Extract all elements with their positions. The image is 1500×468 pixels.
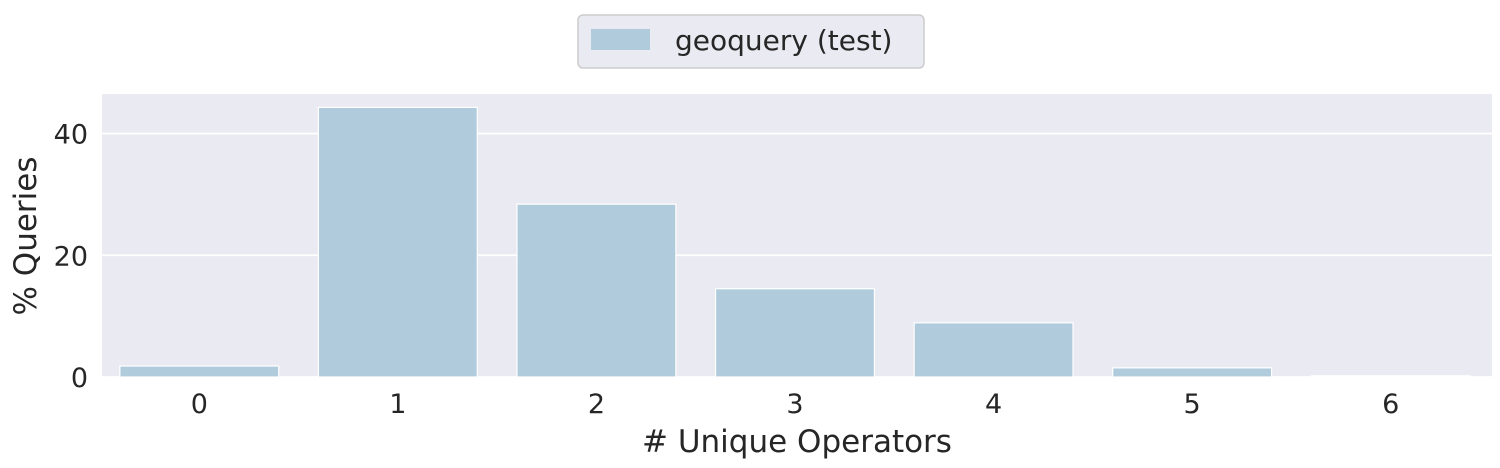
x-tick-labels: 0 1 2 3 4 5 6 bbox=[191, 389, 1400, 420]
y-tick-labels: 0 20 40 bbox=[54, 120, 88, 394]
x-tick-label: 3 bbox=[786, 389, 803, 420]
x-axis-label: # Unique Operators bbox=[642, 424, 952, 460]
bar-4 bbox=[913, 322, 1074, 378]
bar-3 bbox=[714, 288, 876, 378]
y-tick-label: 20 bbox=[54, 241, 88, 272]
bar-6 bbox=[1310, 375, 1471, 378]
legend-frame bbox=[577, 14, 925, 69]
y-tick-label: 0 bbox=[71, 363, 88, 394]
x-tick-label: 1 bbox=[389, 389, 406, 420]
bars bbox=[119, 106, 1471, 378]
x-tick-label: 4 bbox=[985, 389, 1002, 420]
bar-0 bbox=[119, 365, 280, 378]
legend-label: geoquery (test) bbox=[675, 24, 892, 57]
bar-1 bbox=[317, 106, 478, 378]
x-tick-label: 2 bbox=[588, 389, 605, 420]
x-tick-label: 5 bbox=[1184, 389, 1201, 420]
bar-5 bbox=[1112, 367, 1273, 378]
x-tick-label: 6 bbox=[1382, 389, 1399, 420]
bar-2 bbox=[516, 203, 677, 378]
legend-swatch bbox=[591, 29, 650, 50]
y-axis-label: % Queries bbox=[8, 156, 44, 315]
y-tick-label: 40 bbox=[54, 120, 88, 151]
x-tick-label: 0 bbox=[191, 389, 208, 420]
legend: geoquery (test) bbox=[577, 14, 925, 69]
